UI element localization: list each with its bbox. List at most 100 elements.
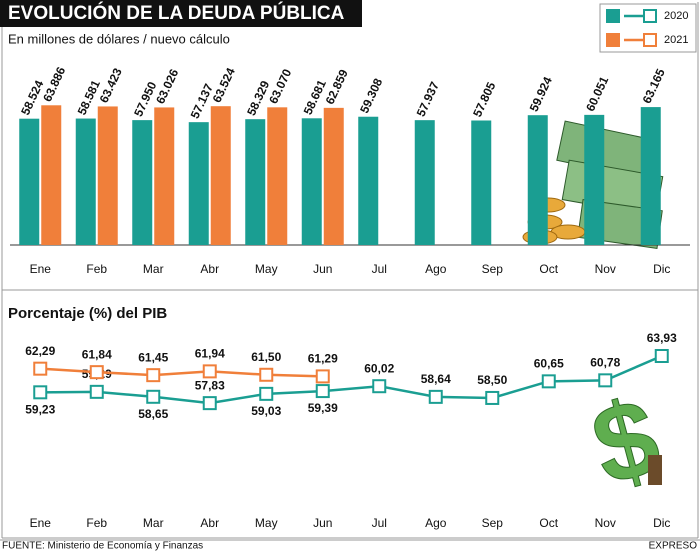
bar bbox=[301, 118, 322, 245]
point-marker bbox=[202, 396, 217, 411]
point-marker bbox=[89, 365, 104, 380]
value-label: 60.051 bbox=[583, 74, 611, 113]
bar bbox=[245, 119, 266, 245]
value-label: 62,29 bbox=[25, 344, 55, 358]
value-label: 61,45 bbox=[138, 350, 168, 364]
point-marker bbox=[202, 364, 217, 379]
value-label: 60,78 bbox=[590, 356, 620, 370]
value-label: 59,23 bbox=[25, 402, 55, 416]
value-label: 58,64 bbox=[421, 372, 451, 386]
title-bar bbox=[0, 0, 362, 27]
legend-label: 2020 bbox=[664, 10, 688, 22]
value-label: 58,50 bbox=[477, 373, 507, 387]
bar bbox=[358, 116, 379, 245]
bar bbox=[584, 114, 605, 245]
value-label: 60,65 bbox=[534, 357, 564, 371]
x-tick-label: Oct bbox=[539, 516, 558, 530]
bar bbox=[640, 107, 661, 246]
x-tick-label: Ene bbox=[30, 516, 52, 530]
dollar-illustration: $ bbox=[580, 374, 672, 510]
x-tick-label: Jul bbox=[372, 516, 387, 530]
x-tick-label: Dic bbox=[653, 516, 670, 530]
value-label: 61,29 bbox=[308, 352, 338, 366]
bar bbox=[210, 106, 231, 245]
bar bbox=[132, 120, 153, 245]
point-marker bbox=[654, 348, 669, 363]
point-marker bbox=[259, 367, 274, 382]
point-marker bbox=[315, 369, 330, 384]
legend-label: 2021 bbox=[664, 34, 688, 46]
x-tick-label: Ene bbox=[30, 262, 52, 276]
point-marker bbox=[315, 384, 330, 399]
point-marker bbox=[541, 374, 556, 389]
x-tick-label: Feb bbox=[86, 516, 107, 530]
bar bbox=[527, 115, 548, 245]
value-label: 61,50 bbox=[251, 350, 281, 364]
value-label: 59.924 bbox=[527, 74, 555, 113]
value-label: 59,39 bbox=[308, 401, 338, 415]
point-marker bbox=[485, 390, 500, 405]
point-marker bbox=[428, 389, 443, 404]
x-tick-label: Nov bbox=[595, 516, 616, 530]
x-tick-label: May bbox=[255, 516, 278, 530]
chart-title: Porcentaje (%) del PIB bbox=[8, 305, 167, 322]
point-marker bbox=[259, 386, 274, 401]
legend-marker bbox=[643, 33, 657, 47]
legend-marker bbox=[643, 9, 657, 23]
point-marker bbox=[146, 368, 161, 383]
x-tick-label: Feb bbox=[86, 262, 107, 276]
x-tick-label: Jun bbox=[313, 516, 332, 530]
x-tick-label: Sep bbox=[482, 516, 504, 530]
value-label: 58,65 bbox=[138, 407, 168, 421]
bar bbox=[154, 107, 175, 245]
bar bbox=[414, 120, 435, 245]
x-tick-label: Dic bbox=[653, 262, 670, 276]
legend-swatch bbox=[606, 9, 620, 23]
value-label: 60,02 bbox=[364, 361, 394, 375]
value-label: 63.524 bbox=[210, 65, 238, 104]
value-label: 57.805 bbox=[470, 80, 498, 119]
bar bbox=[323, 107, 344, 245]
point-marker bbox=[33, 361, 48, 376]
x-tick-label: Abr bbox=[200, 516, 219, 530]
bar bbox=[471, 120, 492, 245]
point-marker bbox=[89, 384, 104, 399]
point-marker bbox=[33, 385, 48, 400]
series-line bbox=[40, 354, 663, 405]
legend-swatch bbox=[606, 33, 620, 47]
value-label: 63.165 bbox=[640, 66, 668, 105]
series-line bbox=[40, 367, 323, 378]
x-tick-label: Jul bbox=[372, 262, 387, 276]
x-tick-label: Mar bbox=[143, 516, 164, 530]
value-label: 59,03 bbox=[251, 404, 281, 418]
x-tick-label: Mar bbox=[143, 262, 164, 276]
x-tick-label: Oct bbox=[539, 262, 558, 276]
value-label: 61,84 bbox=[82, 347, 112, 361]
x-tick-label: Jun bbox=[313, 262, 332, 276]
x-tick-label: Nov bbox=[595, 262, 616, 276]
svg-text:$: $ bbox=[580, 375, 671, 510]
x-tick-label: Sep bbox=[482, 262, 504, 276]
x-tick-label: May bbox=[255, 262, 278, 276]
value-label: 61,94 bbox=[195, 347, 225, 361]
bar bbox=[267, 107, 288, 245]
bar bbox=[97, 106, 118, 245]
value-label: 63,93 bbox=[647, 331, 677, 345]
value-label: 57,83 bbox=[195, 378, 225, 392]
subtitle: En millones de dólares / nuevo cálculo bbox=[8, 31, 230, 46]
chart-title: EVOLUCIÓN DE LA DEUDA PÚBLICA bbox=[8, 2, 345, 24]
value-label: 59.308 bbox=[357, 76, 385, 115]
bar bbox=[188, 122, 209, 245]
point-marker bbox=[372, 379, 387, 394]
x-tick-label: Ago bbox=[425, 262, 447, 276]
value-label: 57.937 bbox=[414, 79, 442, 118]
bar bbox=[75, 118, 96, 245]
point-marker bbox=[598, 373, 613, 388]
point-marker bbox=[146, 389, 161, 404]
publisher: EXPRESO bbox=[649, 541, 698, 552]
x-tick-label: Abr bbox=[200, 262, 219, 276]
bar bbox=[41, 105, 62, 245]
bar bbox=[19, 118, 40, 245]
x-tick-label: Ago bbox=[425, 516, 447, 530]
